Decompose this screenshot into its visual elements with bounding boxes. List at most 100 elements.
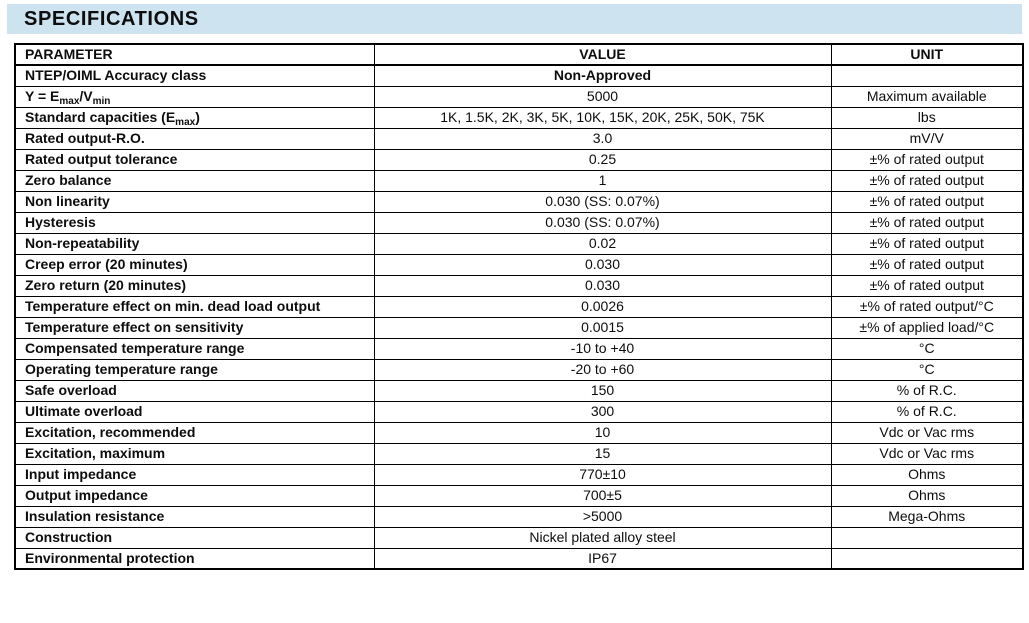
column-header-value: VALUE	[373, 43, 832, 66]
spec-row-temp-effect-sensitivity: Temperature effect on sensitivity 0.0015…	[14, 316, 1024, 339]
unit-cell: % of R.C.	[830, 379, 1024, 402]
spec-row-temp-effect-dead-load: Temperature effect on min. dead load out…	[14, 295, 1024, 318]
value-cell: 0.0026	[373, 295, 832, 318]
parameter-cell: Temperature effect on min. dead load out…	[14, 295, 375, 318]
parameter-cell: Safe overload	[14, 379, 375, 402]
parameter-cell: Output impedance	[14, 484, 375, 507]
spec-row-creep-error: Creep error (20 minutes) 0.030 ±% of rat…	[14, 253, 1024, 276]
unit-cell: ±% of rated output	[830, 190, 1024, 213]
parameter-cell: Rated output tolerance	[14, 148, 375, 171]
section-header-bar: SPECIFICATIONS	[7, 4, 1022, 34]
value-cell: 1	[373, 169, 832, 192]
parameter-cell: Insulation resistance	[14, 505, 375, 528]
unit-cell: ±% of rated output	[830, 253, 1024, 276]
spec-row-zero-return: Zero return (20 minutes) 0.030 ±% of rat…	[14, 274, 1024, 297]
spec-row-operating-temp-range: Operating temperature range -20 to +60 °…	[14, 358, 1024, 381]
spec-row-insulation-resistance: Insulation resistance >5000 Mega-Ohms	[14, 505, 1024, 528]
parameter-cell: Operating temperature range	[14, 358, 375, 381]
unit-cell: ±% of rated output	[830, 148, 1024, 171]
value-cell: 0.030 (SS: 0.07%)	[373, 211, 832, 234]
unit-cell: mV/V	[830, 127, 1024, 150]
specifications-table: PARAMETER VALUE UNIT NTEP/OIML Accuracy …	[14, 43, 1024, 570]
value-cell: -10 to +40	[373, 337, 832, 360]
spec-row-hysteresis: Hysteresis 0.030 (SS: 0.07%) ±% of rated…	[14, 211, 1024, 234]
parameter-cell: Excitation, recommended	[14, 421, 375, 444]
spec-row-output-impedance: Output impedance 700±5 Ohms	[14, 484, 1024, 507]
unit-cell: Vdc or Vac rms	[830, 442, 1024, 465]
spec-row-rated-output: Rated output-R.O. 3.0 mV/V	[14, 127, 1024, 150]
spec-row-standard-capacities: Standard capacities (Emax) 1K, 1.5K, 2K,…	[14, 106, 1024, 129]
value-cell: Non-Approved	[373, 64, 832, 87]
unit-cell: Ohms	[830, 484, 1024, 507]
value-cell: >5000	[373, 505, 832, 528]
unit-cell: ±% of rated output	[830, 274, 1024, 297]
spec-row-safe-overload: Safe overload 150 % of R.C.	[14, 379, 1024, 402]
parameter-cell: Ultimate overload	[14, 400, 375, 423]
value-cell: 150	[373, 379, 832, 402]
parameter-cell: Hysteresis	[14, 211, 375, 234]
value-cell: 3.0	[373, 127, 832, 150]
spec-row-excitation-recommended: Excitation, recommended 10 Vdc or Vac rm…	[14, 421, 1024, 444]
parameter-cell: Rated output-R.O.	[14, 127, 375, 150]
unit-cell	[830, 526, 1024, 549]
spec-row-excitation-maximum: Excitation, maximum 15 Vdc or Vac rms	[14, 442, 1024, 465]
spec-row-non-repeatability: Non-repeatability 0.02 ±% of rated outpu…	[14, 232, 1024, 255]
parameter-cell: Temperature effect on sensitivity	[14, 316, 375, 339]
unit-cell: °C	[830, 337, 1024, 360]
value-cell: 0.02	[373, 232, 832, 255]
unit-cell	[830, 547, 1024, 570]
value-cell: 10	[373, 421, 832, 444]
parameter-cell: Input impedance	[14, 463, 375, 486]
parameter-cell: Standard capacities (Emax)	[14, 106, 375, 129]
spec-row-construction: Construction Nickel plated alloy steel	[14, 526, 1024, 549]
value-cell: 770±10	[373, 463, 832, 486]
value-cell: 0.0015	[373, 316, 832, 339]
unit-cell: °C	[830, 358, 1024, 381]
unit-cell: ±% of rated output	[830, 211, 1024, 234]
unit-cell: Maximum available	[830, 85, 1024, 108]
unit-cell: Ohms	[830, 463, 1024, 486]
parameter-cell: NTEP/OIML Accuracy class	[14, 64, 375, 87]
value-cell: 0.25	[373, 148, 832, 171]
value-cell: 0.030 (SS: 0.07%)	[373, 190, 832, 213]
spec-row-input-impedance: Input impedance 770±10 Ohms	[14, 463, 1024, 486]
value-cell: 15	[373, 442, 832, 465]
parameter-cell: Environmental protection	[14, 547, 375, 570]
unit-cell: ±% of rated output	[830, 169, 1024, 192]
value-cell: 0.030	[373, 274, 832, 297]
unit-cell: % of R.C.	[830, 400, 1024, 423]
spec-row-environmental-protection: Environmental protection IP67	[14, 547, 1024, 570]
value-cell: 5000	[373, 85, 832, 108]
section-title: SPECIFICATIONS	[24, 7, 199, 30]
spec-row-zero-balance: Zero balance 1 ±% of rated output	[14, 169, 1024, 192]
parameter-cell: Zero return (20 minutes)	[14, 274, 375, 297]
spec-row-y-emax-vmin: Y = Emax/Vmin 5000 Maximum available	[14, 85, 1024, 108]
parameter-cell: Compensated temperature range	[14, 337, 375, 360]
spec-row-compensated-temp-range: Compensated temperature range -10 to +40…	[14, 337, 1024, 360]
value-cell: 700±5	[373, 484, 832, 507]
value-cell: Nickel plated alloy steel	[373, 526, 832, 549]
unit-cell: ±% of applied load/°C	[830, 316, 1024, 339]
parameter-cell: Non linearity	[14, 190, 375, 213]
unit-cell: ±% of rated output	[830, 232, 1024, 255]
value-cell: IP67	[373, 547, 832, 570]
value-cell: 1K, 1.5K, 2K, 3K, 5K, 10K, 15K, 20K, 25K…	[373, 106, 832, 129]
parameter-cell: Construction	[14, 526, 375, 549]
unit-cell: lbs	[830, 106, 1024, 129]
parameter-cell: Non-repeatability	[14, 232, 375, 255]
value-cell: 0.030	[373, 253, 832, 276]
value-cell: 300	[373, 400, 832, 423]
unit-cell: Mega-Ohms	[830, 505, 1024, 528]
unit-cell: ±% of rated output/°C	[830, 295, 1024, 318]
spec-row-rated-output-tolerance: Rated output tolerance 0.25 ±% of rated …	[14, 148, 1024, 171]
parameter-cell: Zero balance	[14, 169, 375, 192]
column-header-unit: UNIT	[830, 43, 1024, 66]
spec-row-accuracy-class: NTEP/OIML Accuracy class Non-Approved	[14, 64, 1024, 87]
column-header-parameter: PARAMETER	[14, 43, 375, 66]
unit-cell: Vdc or Vac rms	[830, 421, 1024, 444]
spec-row-ultimate-overload: Ultimate overload 300 % of R.C.	[14, 400, 1024, 423]
table-header-row: PARAMETER VALUE UNIT	[14, 43, 1024, 66]
parameter-cell: Creep error (20 minutes)	[14, 253, 375, 276]
parameter-cell: Y = Emax/Vmin	[14, 85, 375, 108]
value-cell: -20 to +60	[373, 358, 832, 381]
